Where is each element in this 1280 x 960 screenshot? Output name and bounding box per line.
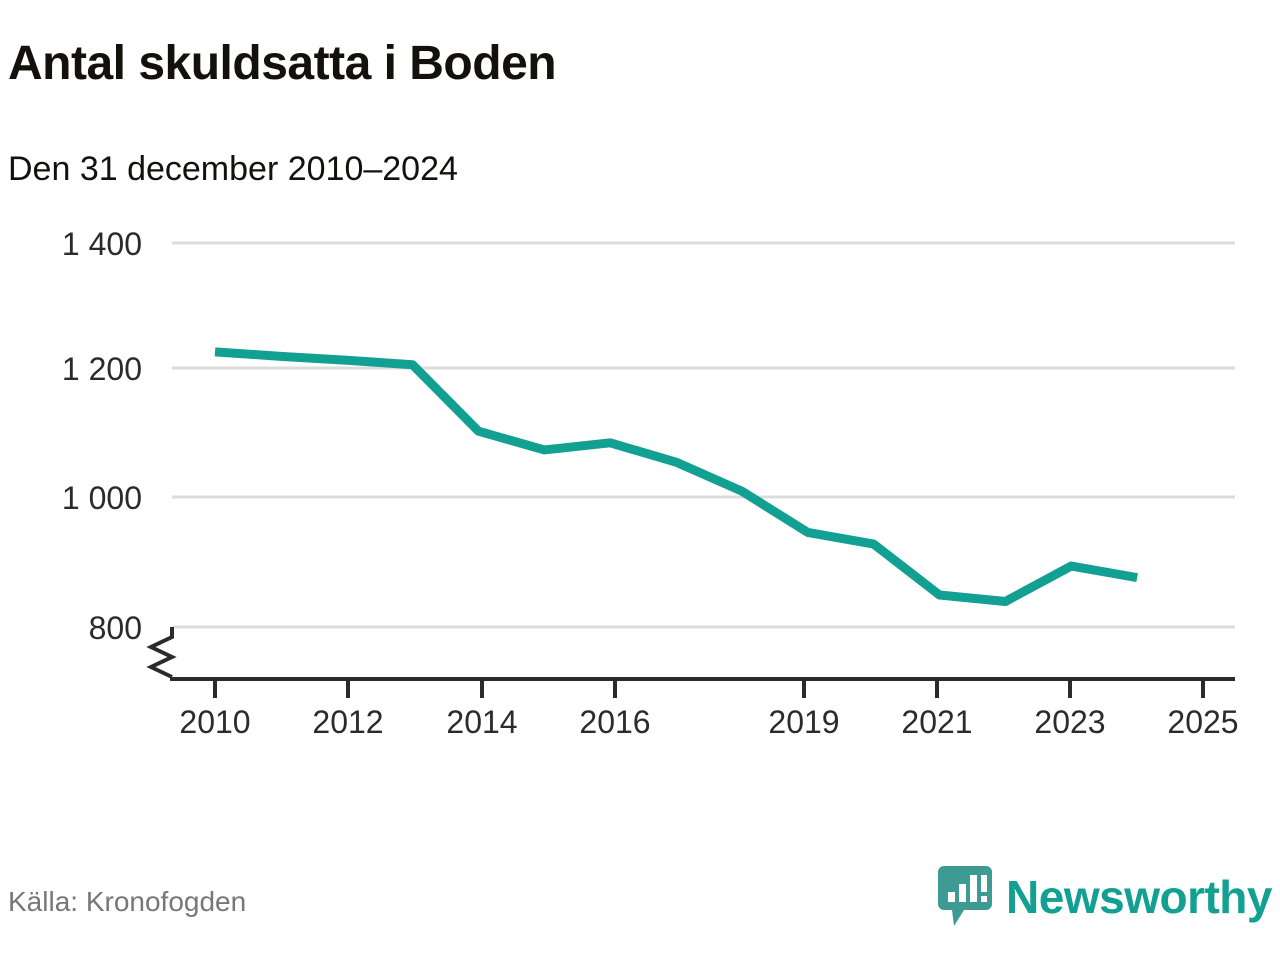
brand-name: Newsworthy — [1006, 871, 1272, 923]
gridlines — [172, 241, 1235, 629]
brand-logo: Newsworthy — [938, 866, 1272, 928]
y-tick-label-1400: 1 400 — [61, 226, 142, 262]
y-tick-label-800: 800 — [88, 610, 142, 646]
x-tick-label-2019: 2019 — [768, 704, 840, 740]
x-tick-label-2021: 2021 — [901, 704, 973, 740]
page-title: Antal skuldsatta i Boden — [8, 37, 557, 90]
y-axis-break-icon — [146, 627, 177, 679]
chart-subtitle: Den 31 december 2010–2024 — [8, 150, 458, 188]
x-tick-label-2014: 2014 — [446, 704, 518, 740]
data-series-line — [214, 347, 1138, 606]
x-tick-label-2016: 2016 — [579, 704, 651, 740]
x-axis-ticks — [213, 679, 1205, 698]
x-tick-label-2025: 2025 — [1167, 704, 1239, 740]
bar-chart-speech-bubble-icon — [938, 866, 993, 926]
x-tick-label-2023: 2023 — [1034, 704, 1106, 740]
x-tick-label-2010: 2010 — [179, 704, 251, 740]
x-tick-label-2012: 2012 — [312, 704, 384, 740]
source-caption: Källa: Kronofogden — [8, 886, 247, 917]
y-tick-label-1000: 1 000 — [61, 480, 142, 516]
y-tick-label-1200: 1 200 — [61, 351, 142, 387]
